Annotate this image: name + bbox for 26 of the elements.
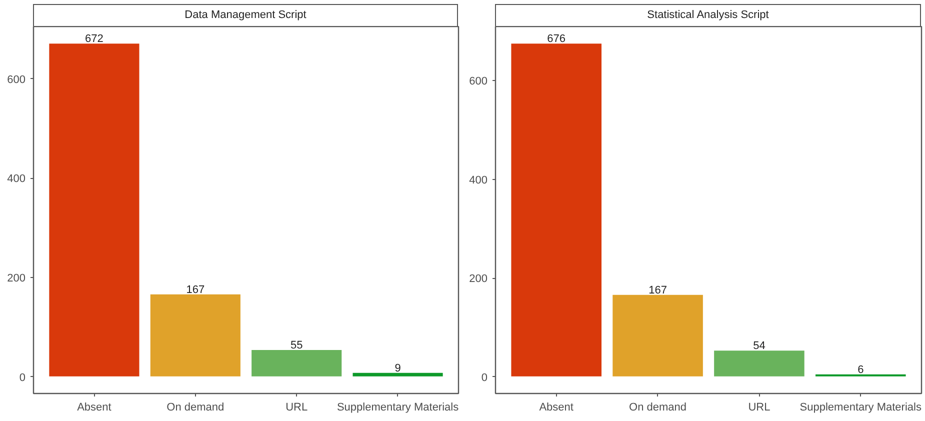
y-tick-label: 0 bbox=[481, 372, 488, 384]
x-tick-label: URL bbox=[748, 402, 770, 414]
y-tick-label: 400 bbox=[7, 173, 26, 186]
x-tick-label: URL bbox=[286, 402, 308, 414]
x-tick-label: On demand bbox=[629, 402, 687, 414]
x-tick-label: On demand bbox=[166, 402, 224, 414]
data-label: 54 bbox=[753, 340, 766, 352]
data-label: 9 bbox=[394, 362, 401, 374]
y-tick-label: 400 bbox=[469, 174, 488, 186]
data-label: 6 bbox=[858, 364, 864, 376]
x-tick-label: Absent bbox=[539, 402, 574, 414]
x-tick-label: Supplementary Materials bbox=[336, 402, 460, 414]
y-tick-label: 600 bbox=[7, 74, 26, 86]
chart-title: Data Management Script bbox=[184, 8, 306, 23]
data-label: 672 bbox=[85, 33, 104, 46]
chart-title: Statistical Analysis Script bbox=[647, 8, 769, 23]
y-tick-label: 0 bbox=[19, 372, 26, 384]
x-tick-label: Supplementary Materials bbox=[800, 402, 922, 414]
data-label: 55 bbox=[290, 340, 303, 352]
x-tick-label: Absent bbox=[77, 402, 112, 414]
y-tick-label: 200 bbox=[469, 273, 488, 286]
y-tick-label: 600 bbox=[469, 76, 488, 88]
data-label: 167 bbox=[186, 284, 205, 296]
data-label: 676 bbox=[547, 33, 566, 46]
data-label: 167 bbox=[648, 284, 667, 296]
y-tick-label: 200 bbox=[7, 272, 26, 285]
